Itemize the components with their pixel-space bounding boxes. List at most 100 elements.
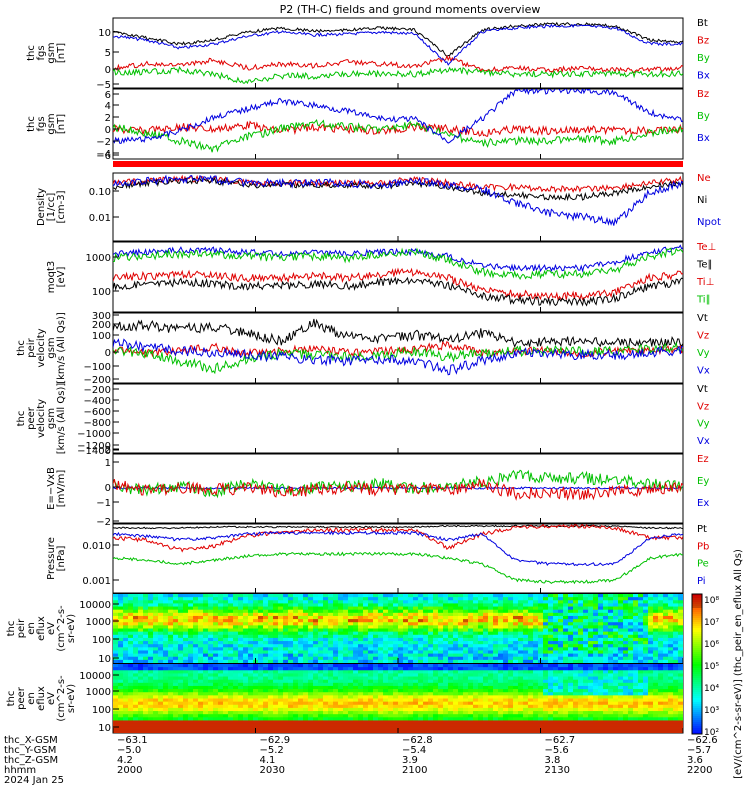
y-tick-label: −2 (96, 137, 111, 148)
y-tick-label: 100 (92, 287, 111, 298)
y-tick-label: −1 (96, 498, 111, 509)
y-tick-label: −400 (84, 396, 111, 407)
legend-entry: Bz (697, 89, 709, 100)
legend-entry: Pt (697, 524, 707, 535)
series-line-2 (113, 88, 683, 143)
y-tick-label: 4 (105, 101, 111, 112)
y-tick-label: 0.10 (89, 187, 111, 198)
y-axis-label-line: [nT] (56, 43, 67, 63)
y-tick-label: 2 (105, 445, 111, 456)
y-tick-label: −200 (84, 385, 111, 396)
plot-area (113, 525, 683, 584)
series-line-0 (113, 319, 683, 347)
y-axis-label-line: [km/s (All Qs)] (56, 383, 67, 455)
plot-area (113, 319, 683, 375)
y-tick-label: 100 (92, 635, 111, 646)
y-tick-label: 0 (105, 125, 111, 136)
y-tick-label: 0.001 (82, 576, 111, 587)
plot-area (113, 23, 683, 83)
plot-area (113, 664, 684, 734)
legend-entry: Pe (697, 559, 709, 570)
panel-frame (113, 384, 683, 453)
legend-entry: Vt (697, 313, 708, 324)
legend-entry: Pi (697, 576, 706, 587)
series-line-1 (113, 120, 683, 152)
series-line-2 (113, 269, 683, 300)
legend-entry: Bx (697, 133, 710, 144)
y-axis-label: Density[1/cc][cm-3] (36, 188, 67, 226)
y-tick-label: 6 (105, 90, 111, 101)
y-tick-label: −800 (84, 418, 111, 429)
legend-entry: Vz (697, 331, 709, 342)
legend-entry: Ni (697, 195, 707, 206)
legend-entry: Ez (697, 454, 709, 465)
series-line-2 (113, 176, 683, 226)
legend-entry: Pb (697, 541, 709, 552)
series-line-0 (113, 23, 683, 57)
legend-entry: By (697, 53, 710, 64)
legend-entry: Te⊥ (696, 242, 716, 253)
y-tick-label: 0 (105, 483, 111, 494)
y-tick-label: −6 (96, 151, 111, 162)
y-tick-label: −2 (96, 517, 111, 528)
series-line-0 (113, 122, 683, 137)
legend-entry: Vx (697, 436, 710, 447)
series-line-2 (113, 532, 683, 566)
y-tick-label: 0 (105, 348, 111, 359)
legend-entry: Te∥ (696, 260, 713, 271)
y-axis-label-line: sr-eV) (66, 614, 77, 643)
panel-temperature: moqt3[eV] 1000 100 Te⊥ Te∥ Ti⊥ Ti∥ (46, 242, 716, 312)
y-axis-label-line: [cm-3] (56, 190, 67, 223)
y-tick-label: 1 (105, 458, 111, 469)
legend-entry: Vx (697, 366, 710, 377)
y-axis-label-line: [nPa] (56, 545, 67, 571)
plot-area (113, 176, 683, 226)
plot-area (113, 245, 683, 305)
y-tick-label: 2 (105, 113, 111, 124)
y-tick-label: −600 (84, 407, 111, 418)
legend-entry: Vy (697, 419, 710, 430)
legend-entry: Bx (697, 71, 710, 82)
y-axis-label: Pressure[nPa] (46, 537, 67, 580)
y-tick-label: −1000 (77, 429, 111, 440)
legend-entry: Ex (697, 498, 709, 509)
series-line-3 (113, 553, 683, 584)
y-tick-label: 0.01 (89, 213, 111, 224)
y-tick-label: 200 (92, 320, 111, 331)
legend-entry: By (697, 111, 710, 122)
y-tick-label: 100 (92, 331, 111, 342)
y-axis-label: moqt3[eV] (46, 261, 67, 294)
y-tick-label: −100 (84, 362, 111, 373)
plot-area (113, 594, 684, 664)
legend-entry: Ti⊥ (696, 277, 714, 288)
legend-entry: Vt (697, 384, 708, 395)
legend-entry: Ey (697, 476, 709, 487)
y-axis-label-line: [km/s (All Qs)] (56, 312, 67, 384)
y-tick-label: 1000 (86, 617, 111, 628)
series-line-3 (113, 25, 683, 65)
legend-entry: Vy (697, 348, 710, 359)
plot-area (113, 470, 683, 499)
y-tick-label: 10000 (79, 600, 111, 611)
series-line-0 (113, 245, 683, 271)
y-axis-label-line: [nT] (56, 114, 67, 134)
y-axis-label-line: [eV] (56, 267, 67, 288)
legend-entry: Ti∥ (696, 295, 711, 306)
panel-frame (113, 524, 683, 593)
y-tick-label: 1000 (86, 253, 111, 264)
legend-entry: Bt (697, 18, 708, 29)
y-tick-label: 5 (105, 48, 111, 59)
